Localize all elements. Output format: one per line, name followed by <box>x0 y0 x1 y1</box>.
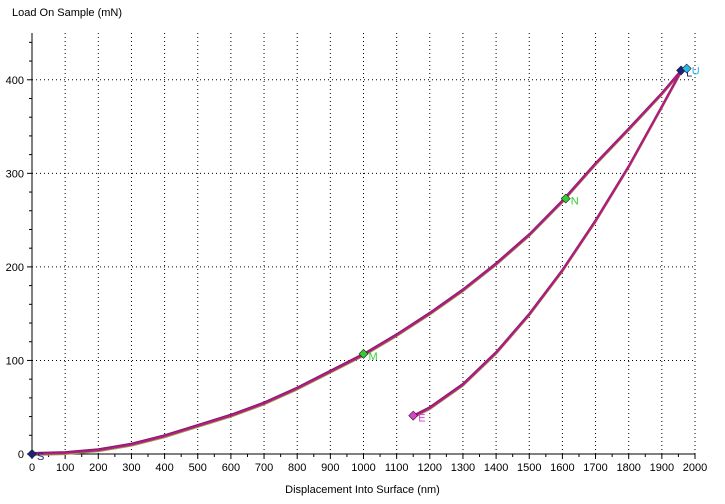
marker-point <box>681 63 692 74</box>
curves <box>31 68 683 457</box>
x-tick-label: 1600 <box>550 462 574 474</box>
x-tick-label: 600 <box>222 462 240 474</box>
marker-point <box>560 193 571 204</box>
x-tick-label: 900 <box>321 462 339 474</box>
curve-line <box>31 70 683 457</box>
grid-lines <box>32 33 696 454</box>
x-tick-label: 1300 <box>451 462 475 474</box>
y-axis-ticks: 0 100 200 300 400 <box>6 41 32 461</box>
marker-label: U <box>692 66 700 78</box>
marker-point <box>27 449 37 459</box>
y-axis-label: Load On Sample (mN) <box>12 7 123 19</box>
y-tick-label: 400 <box>6 75 24 87</box>
marker-point <box>358 348 369 359</box>
curve-line <box>412 69 683 418</box>
x-axis-ticks: 0 100 200 300 400 500 600 700 800 900 1000 1100 1200… <box>29 454 707 474</box>
marker-label: L <box>686 67 692 79</box>
x-tick-label: 700 <box>255 462 273 474</box>
marker-label: M <box>369 351 378 363</box>
curve-line <box>31 68 683 454</box>
marker-label: E <box>418 413 425 425</box>
y-tick-label: 200 <box>6 262 24 274</box>
y-tick-label: 300 <box>6 168 24 180</box>
x-tick-label: 1900 <box>650 462 674 474</box>
marker-label: N <box>571 196 579 208</box>
x-tick-label: 300 <box>122 462 140 474</box>
axes <box>28 33 695 458</box>
x-tick-label: 1500 <box>517 462 541 474</box>
marker-label: S <box>37 451 44 463</box>
x-tick-label: 1700 <box>583 462 607 474</box>
x-tick-label: 200 <box>89 462 107 474</box>
x-tick-label: 1000 <box>351 462 375 474</box>
x-tick-label: 400 <box>155 462 173 474</box>
curve-line <box>31 69 683 455</box>
x-tick-label: 0 <box>29 462 35 474</box>
x-tick-label: 2000 <box>683 462 707 474</box>
y-tick-label: 100 <box>6 355 24 367</box>
x-tick-label: 100 <box>56 462 74 474</box>
x-axis-label: Displacement Into Surface (nm) <box>285 484 440 496</box>
y-tick-label: 0 <box>18 449 24 461</box>
x-tick-label: 1400 <box>484 462 508 474</box>
curve-line <box>412 70 683 419</box>
x-tick-label: 500 <box>189 462 207 474</box>
curve-line <box>412 68 683 417</box>
marker-point <box>408 410 419 421</box>
x-tick-label: 1800 <box>616 462 640 474</box>
x-tick-label: 1100 <box>385 462 409 474</box>
x-tick-label: 800 <box>288 462 306 474</box>
x-tick-label: 1200 <box>418 462 442 474</box>
markers: S M N L U E <box>27 63 700 463</box>
